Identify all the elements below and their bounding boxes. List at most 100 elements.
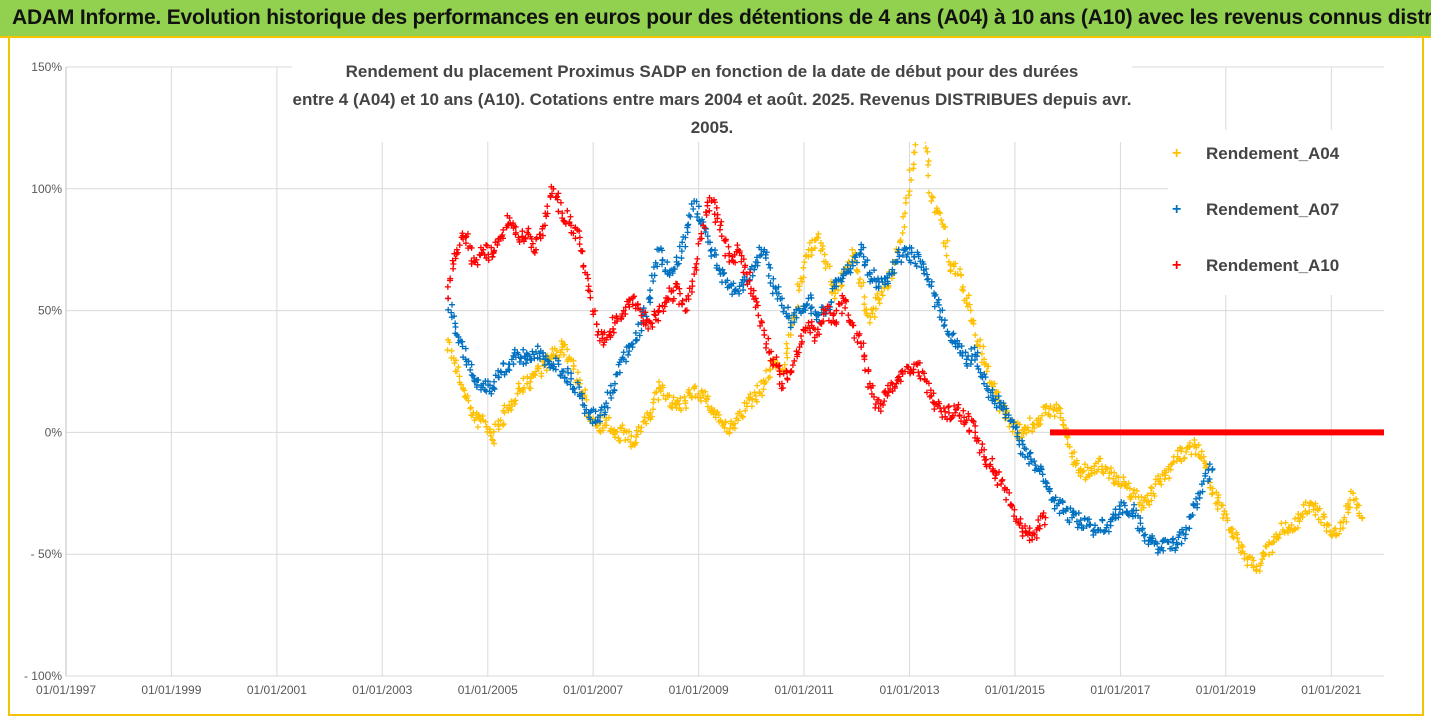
data-point bbox=[899, 252, 906, 259]
data-point bbox=[880, 402, 887, 409]
data-point bbox=[1051, 497, 1058, 504]
data-point bbox=[655, 396, 662, 403]
data-point bbox=[945, 403, 952, 410]
data-point bbox=[970, 418, 977, 425]
data-point bbox=[945, 258, 952, 265]
data-point bbox=[550, 185, 557, 192]
data-point bbox=[791, 309, 798, 316]
data-point bbox=[1161, 476, 1168, 483]
data-point bbox=[978, 350, 985, 357]
data-point bbox=[1120, 474, 1127, 481]
data-point bbox=[498, 369, 505, 376]
data-point bbox=[736, 290, 743, 297]
data-point bbox=[1167, 466, 1174, 473]
data-point bbox=[521, 384, 528, 391]
data-point bbox=[748, 403, 755, 410]
data-point bbox=[561, 341, 568, 348]
data-point bbox=[445, 306, 452, 313]
data-point bbox=[1073, 460, 1080, 467]
data-point bbox=[487, 382, 494, 389]
data-point bbox=[500, 226, 507, 233]
y-tick-label: 50% bbox=[38, 304, 62, 318]
data-point bbox=[798, 333, 805, 340]
data-point bbox=[448, 301, 455, 308]
data-point bbox=[971, 344, 978, 351]
data-point bbox=[724, 277, 731, 284]
data-point bbox=[500, 407, 507, 414]
data-point bbox=[903, 245, 910, 252]
data-point bbox=[450, 260, 457, 267]
data-point bbox=[564, 379, 571, 386]
data-point bbox=[703, 212, 710, 219]
data-point bbox=[928, 193, 935, 200]
data-point bbox=[838, 310, 845, 317]
data-point bbox=[991, 380, 998, 387]
data-point bbox=[697, 394, 704, 401]
data-point bbox=[567, 381, 574, 388]
data-point bbox=[875, 296, 882, 303]
series-rendement-a10 bbox=[444, 183, 1384, 544]
data-point bbox=[900, 213, 907, 220]
data-point bbox=[784, 354, 791, 361]
data-point bbox=[933, 205, 940, 212]
data-point bbox=[701, 224, 708, 231]
data-point bbox=[717, 222, 724, 229]
data-point bbox=[1183, 448, 1190, 455]
data-point bbox=[601, 403, 608, 410]
data-point bbox=[558, 338, 565, 345]
data-point bbox=[942, 224, 949, 231]
data-point bbox=[1003, 496, 1010, 503]
data-point bbox=[966, 301, 973, 308]
data-point bbox=[692, 383, 699, 390]
data-point bbox=[564, 346, 571, 353]
data-point bbox=[1155, 472, 1162, 479]
data-point bbox=[853, 259, 860, 266]
data-point bbox=[814, 234, 821, 241]
data-point bbox=[869, 382, 876, 389]
data-point bbox=[747, 391, 754, 398]
data-point bbox=[536, 231, 543, 238]
data-point bbox=[1282, 519, 1289, 526]
data-point bbox=[866, 319, 873, 326]
data-point bbox=[1165, 539, 1172, 546]
data-point bbox=[455, 364, 462, 371]
data-point bbox=[1046, 488, 1053, 495]
data-point bbox=[791, 357, 798, 364]
data-point bbox=[875, 405, 882, 412]
data-point bbox=[484, 242, 491, 249]
data-point bbox=[721, 269, 728, 276]
data-point bbox=[523, 360, 530, 367]
data-point bbox=[1332, 525, 1339, 532]
data-point bbox=[1125, 480, 1132, 487]
x-tick-label: 01/01/2009 bbox=[669, 683, 729, 697]
data-point bbox=[715, 411, 722, 418]
data-point bbox=[500, 421, 507, 428]
data-point bbox=[1027, 456, 1034, 463]
data-point bbox=[854, 339, 861, 346]
data-point bbox=[1026, 415, 1033, 422]
legend-marker-a07: + bbox=[1172, 201, 1182, 218]
legend-marker-a10: + bbox=[1172, 257, 1182, 274]
data-point bbox=[659, 257, 666, 264]
data-point bbox=[555, 361, 562, 368]
data-point bbox=[796, 283, 803, 290]
data-point bbox=[1042, 514, 1049, 521]
data-point bbox=[786, 312, 793, 319]
data-point bbox=[547, 192, 554, 199]
data-point bbox=[1046, 405, 1053, 412]
data-point bbox=[655, 317, 662, 324]
data-point bbox=[620, 307, 627, 314]
data-point bbox=[1029, 428, 1036, 435]
data-point bbox=[861, 356, 868, 363]
data-point bbox=[620, 349, 627, 356]
data-point bbox=[555, 190, 562, 197]
data-point bbox=[975, 437, 982, 444]
data-point bbox=[602, 409, 609, 416]
data-point bbox=[520, 389, 527, 396]
data-point bbox=[1158, 544, 1165, 551]
data-point bbox=[510, 220, 517, 227]
data-point bbox=[916, 359, 923, 366]
data-point bbox=[788, 368, 795, 375]
legend-item-a04: + Rendement_A04 bbox=[1172, 144, 1339, 164]
data-point bbox=[608, 425, 615, 432]
